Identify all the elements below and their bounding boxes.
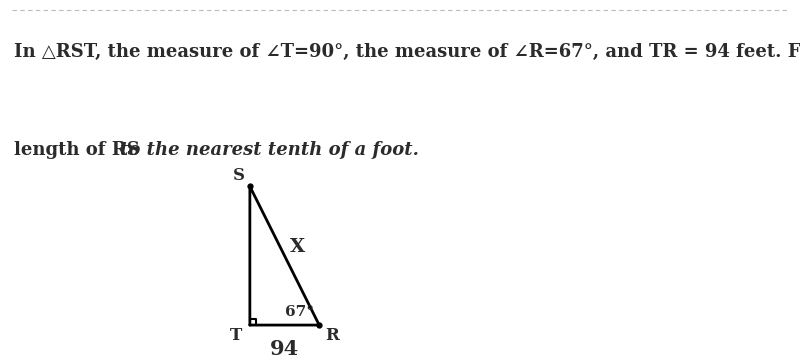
- Text: T: T: [230, 327, 242, 343]
- Text: 67°: 67°: [286, 305, 314, 319]
- Text: X: X: [290, 238, 305, 256]
- Text: to the nearest tenth of a foot.: to the nearest tenth of a foot.: [120, 141, 419, 159]
- Text: R: R: [325, 327, 338, 343]
- Text: length of RS: length of RS: [14, 141, 146, 159]
- Text: 94: 94: [270, 339, 299, 359]
- Text: S: S: [233, 167, 245, 184]
- Text: In △RST, the measure of ∠T=90°, the measure of ∠R=67°, and TR = 94 feet. Find th: In △RST, the measure of ∠T=90°, the meas…: [14, 43, 800, 61]
